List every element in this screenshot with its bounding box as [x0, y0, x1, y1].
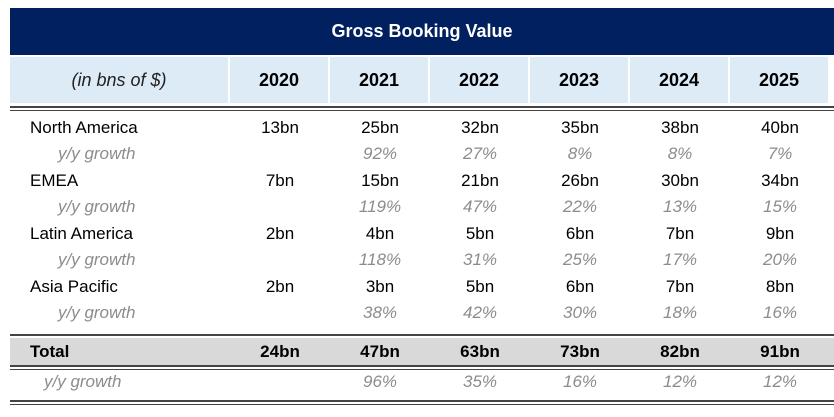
- cell: 8%: [567, 144, 593, 163]
- cell: 6bn: [565, 224, 595, 243]
- region-row: EMEA 7bn 15bn 21bn 26bn 30bn 34bn: [10, 168, 834, 194]
- cell: 9bn: [765, 224, 795, 243]
- year-header: 2020: [230, 57, 328, 103]
- cell: 82bn: [660, 341, 700, 361]
- cell: 7bn: [665, 277, 695, 296]
- header-row: (in bns of $) 2020 2021 2022 2023 2024 2…: [10, 57, 834, 103]
- cell: 30bn: [661, 171, 699, 190]
- year-header: 2021: [330, 57, 428, 103]
- cell: 22%: [562, 197, 598, 216]
- row-label: Total: [30, 341, 70, 361]
- row-label: y/y growth: [44, 372, 122, 391]
- year-header: 2023: [530, 57, 628, 103]
- cell: 7bn: [265, 171, 295, 190]
- divider: [10, 365, 834, 370]
- cell: 4bn: [365, 224, 395, 243]
- cell: 21bn: [461, 171, 499, 190]
- cell: 30%: [562, 303, 598, 322]
- total-row: Total 24bn 47bn 63bn 73bn 82bn 91bn: [10, 338, 834, 365]
- cell: 27%: [462, 144, 498, 163]
- cell: 7%: [767, 144, 793, 163]
- cell: 34bn: [761, 171, 799, 190]
- cell: 42%: [462, 303, 498, 322]
- cell: 92%: [362, 144, 398, 163]
- cell: 7bn: [665, 224, 695, 243]
- cell: 38bn: [661, 118, 699, 137]
- cell: 3bn: [365, 277, 395, 296]
- cell: 16%: [562, 372, 598, 391]
- cell: 24bn: [260, 341, 300, 361]
- total-growth-row: y/y growth 96% 35% 16% 12% 12%: [10, 369, 834, 395]
- cell: 5bn: [465, 277, 495, 296]
- cell: 13bn: [261, 118, 299, 137]
- cell: 12%: [662, 372, 698, 391]
- cell: 15bn: [361, 171, 399, 190]
- cell: 118%: [358, 250, 402, 269]
- cell: 40bn: [761, 118, 799, 137]
- cell: 32bn: [461, 118, 499, 137]
- region-row: Asia Pacific 2bn 3bn 5bn 6bn 7bn 8bn: [10, 274, 834, 300]
- cell: 6bn: [565, 277, 595, 296]
- cell: 47bn: [360, 341, 400, 361]
- cell: 26bn: [561, 171, 599, 190]
- row-label: EMEA: [30, 171, 79, 190]
- divider: [10, 400, 834, 405]
- row-label: y/y growth: [58, 250, 136, 269]
- growth-row: y/y growth 38% 42% 30% 18% 16%: [10, 300, 834, 326]
- cell: 63bn: [460, 341, 500, 361]
- row-label: y/y growth: [58, 303, 136, 322]
- row-label: Asia Pacific: [30, 277, 118, 296]
- cell: 12%: [762, 372, 798, 391]
- cell: 91bn: [760, 341, 800, 361]
- cell: 73bn: [560, 341, 600, 361]
- row-label: Latin America: [30, 224, 133, 243]
- region-row: Latin America 2bn 4bn 5bn 6bn 7bn 9bn: [10, 221, 834, 247]
- cell: 35bn: [561, 118, 599, 137]
- cell: 18%: [662, 303, 698, 322]
- cell: 25bn: [361, 118, 399, 137]
- row-label: y/y growth: [58, 144, 136, 163]
- divider: [10, 106, 834, 111]
- cell: 5bn: [465, 224, 495, 243]
- growth-row: y/y growth 92% 27% 8% 8% 7%: [10, 141, 834, 167]
- cell: 96%: [362, 372, 398, 391]
- row-label: y/y growth: [58, 197, 136, 216]
- cell: 47%: [462, 197, 498, 216]
- cell: 2bn: [265, 277, 295, 296]
- table-title: Gross Booking Value: [10, 8, 834, 55]
- cell: 20%: [762, 250, 798, 269]
- cell: 2bn: [265, 224, 295, 243]
- year-header: 2025: [730, 57, 828, 103]
- year-header: 2024: [630, 57, 728, 103]
- growth-row: y/y growth 118% 31% 25% 17% 20%: [10, 247, 834, 273]
- cell: 16%: [762, 303, 798, 322]
- year-header: 2022: [430, 57, 528, 103]
- cell: 119%: [358, 197, 402, 216]
- cell: 31%: [462, 250, 498, 269]
- cell: 35%: [462, 372, 498, 391]
- cell: 8bn: [765, 277, 795, 296]
- cell: 8%: [667, 144, 693, 163]
- region-row: North America 13bn 25bn 32bn 35bn 38bn 40bn: [10, 115, 834, 141]
- row-label: North America: [30, 118, 138, 137]
- cell: 13%: [662, 197, 698, 216]
- units-label: (in bns of $): [10, 57, 228, 103]
- growth-row: y/y growth 119% 47% 22% 13% 15%: [10, 194, 834, 220]
- cell: 25%: [562, 250, 598, 269]
- cell: 17%: [662, 250, 698, 269]
- cell: 15%: [762, 197, 798, 216]
- cell: 38%: [362, 303, 398, 322]
